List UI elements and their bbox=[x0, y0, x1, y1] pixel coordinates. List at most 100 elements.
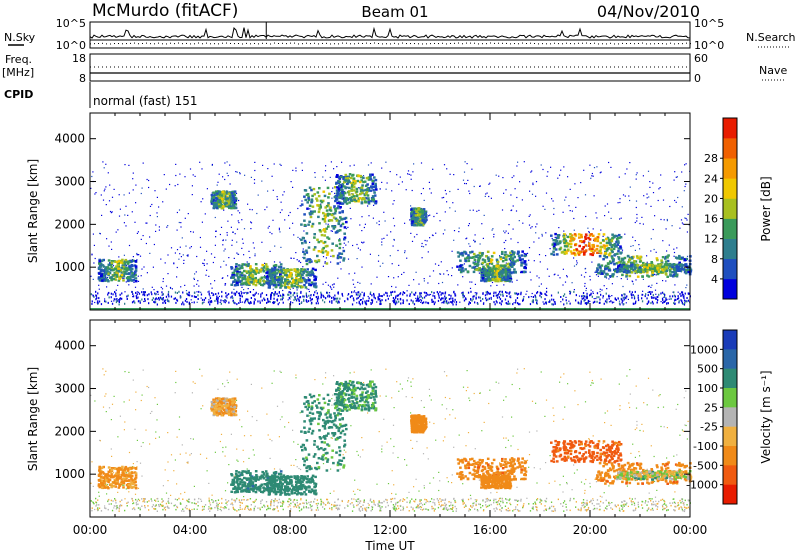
noise-search-sample bbox=[578, 42, 579, 44]
noise-search-sample bbox=[570, 43, 571, 45]
power-scatter-point bbox=[217, 297, 219, 299]
noise-search-sample bbox=[550, 43, 551, 45]
power-scatter-point bbox=[132, 295, 135, 298]
power-scatter-point bbox=[412, 171, 414, 173]
power-scatter-point bbox=[95, 192, 97, 194]
power-scatter-point bbox=[128, 268, 131, 271]
power-scatter-point bbox=[371, 182, 375, 185]
power-scatter-point bbox=[307, 223, 310, 226]
power-scatter-point bbox=[530, 279, 532, 281]
power-scatter-point bbox=[107, 266, 110, 270]
power-scatter-point bbox=[599, 288, 601, 290]
power-scatter-point bbox=[376, 222, 378, 224]
power-scatter-point bbox=[472, 252, 476, 256]
power-scatter-point bbox=[336, 193, 339, 196]
power-scatter-point bbox=[589, 279, 591, 281]
power-scatter-point bbox=[632, 262, 636, 265]
power-scatter-point bbox=[164, 302, 167, 304]
power-scatter-point bbox=[664, 260, 668, 263]
power-scatter-point bbox=[288, 280, 292, 283]
power-scatter-point bbox=[639, 248, 641, 250]
power-scatter-point bbox=[642, 268, 645, 271]
power-scatter-point bbox=[350, 189, 354, 192]
power-scatter-point bbox=[161, 297, 163, 300]
power-scatter-point bbox=[352, 244, 354, 247]
power-scatter-point bbox=[284, 219, 286, 221]
power-scatter-point bbox=[296, 279, 300, 282]
power-scatter-point bbox=[273, 282, 277, 285]
power-scatter-point bbox=[107, 172, 109, 174]
noise-search-sample bbox=[130, 42, 131, 44]
noise-search-sample bbox=[626, 43, 627, 45]
power-scatter-point bbox=[301, 200, 303, 202]
power-scatter-point bbox=[503, 278, 507, 281]
power-scatter-point bbox=[124, 271, 127, 274]
power-scatter-point bbox=[390, 291, 392, 294]
power-scatter-point bbox=[626, 255, 630, 258]
power-scatter-point bbox=[604, 264, 608, 268]
power-scatter-point bbox=[360, 186, 363, 189]
power-scatter-point bbox=[504, 298, 507, 301]
power-scatter-point bbox=[241, 295, 243, 298]
power-scatter-point bbox=[356, 243, 358, 246]
power-scatter-point bbox=[661, 269, 665, 272]
power-scatter-point bbox=[354, 272, 356, 274]
power-scatter-point bbox=[347, 241, 349, 243]
power-scatter-point bbox=[103, 167, 105, 169]
power-scatter-point bbox=[305, 279, 308, 282]
noise-search-sample bbox=[450, 42, 451, 44]
power-scatter-point bbox=[222, 201, 226, 204]
power-scatter-point bbox=[505, 262, 507, 264]
power-scatter-point bbox=[625, 270, 628, 274]
power-scatter-point bbox=[554, 236, 556, 238]
power-scatter-point bbox=[587, 301, 590, 304]
power-scatter-point bbox=[288, 214, 290, 217]
power-scatter-point bbox=[330, 255, 332, 257]
power-scatter-point bbox=[333, 212, 337, 215]
power-scatter-point bbox=[193, 285, 195, 287]
power-scatter-point bbox=[517, 303, 520, 306]
power-scatter-point bbox=[209, 297, 212, 300]
power-scatter-point bbox=[341, 161, 343, 163]
power-scatter-point bbox=[573, 217, 575, 220]
power-scatter-point bbox=[331, 288, 333, 290]
noise-search-sample bbox=[558, 43, 559, 45]
power-scatter-point bbox=[677, 295, 679, 298]
power-scatter-point bbox=[343, 238, 346, 241]
power-scatter-point bbox=[575, 248, 578, 251]
power-scatter-point bbox=[348, 173, 352, 176]
power-scatter-point bbox=[493, 293, 495, 295]
power-scatter-point bbox=[225, 195, 229, 198]
power-scatter-point bbox=[345, 228, 348, 230]
power-scatter-point bbox=[493, 275, 497, 278]
power-scatter-point bbox=[452, 299, 454, 302]
power-scatter-point bbox=[523, 296, 525, 298]
power-scatter-point bbox=[98, 278, 102, 282]
power-scatter-point bbox=[641, 216, 643, 218]
power-scatter-point bbox=[141, 187, 143, 189]
power-scatter-point bbox=[685, 163, 687, 165]
power-scatter-point bbox=[351, 303, 354, 306]
power-scatter-point bbox=[310, 281, 314, 284]
power-scatter-point bbox=[301, 285, 304, 289]
power-scatter-point bbox=[208, 275, 210, 277]
power-scatter-point bbox=[556, 242, 560, 245]
power-scatter-point bbox=[335, 181, 338, 184]
power-scatter-point bbox=[406, 257, 408, 259]
power-scatter-point bbox=[485, 278, 489, 281]
power-scatter-point bbox=[427, 251, 429, 253]
power-scatter-point bbox=[515, 210, 518, 212]
power-scatter-point bbox=[541, 292, 543, 295]
power-scatter-point bbox=[246, 276, 250, 279]
noise-search-sample bbox=[546, 43, 547, 45]
power-scatter-point bbox=[627, 260, 630, 264]
power-scatter-point bbox=[511, 263, 515, 266]
power-scatter-point bbox=[249, 208, 251, 211]
power-scatter-point bbox=[203, 259, 206, 261]
power-scatter-point bbox=[453, 174, 455, 176]
power-scatter-point bbox=[272, 301, 274, 303]
power-scatter-point bbox=[461, 254, 465, 257]
power-scatter-point bbox=[278, 302, 280, 304]
power-scatter-point bbox=[247, 291, 249, 294]
power-scatter-point bbox=[225, 300, 227, 303]
